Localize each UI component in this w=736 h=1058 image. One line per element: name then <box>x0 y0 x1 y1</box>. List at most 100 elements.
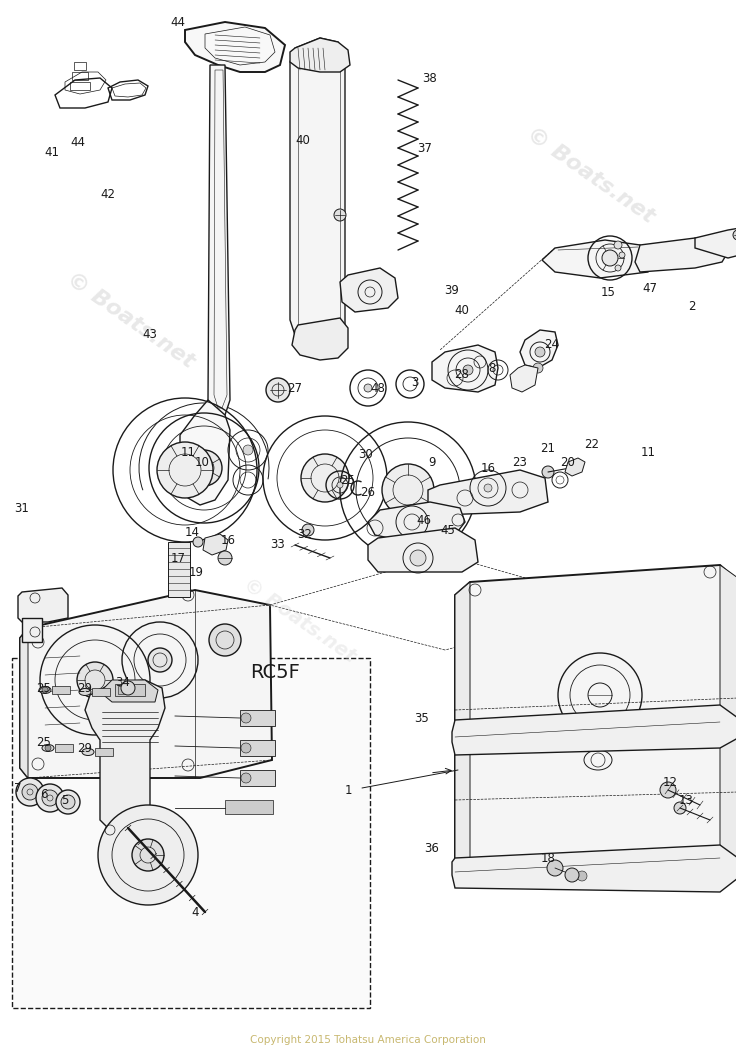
Polygon shape <box>455 565 736 878</box>
Text: 41: 41 <box>44 146 60 160</box>
Polygon shape <box>340 268 398 312</box>
Text: 22: 22 <box>584 438 600 451</box>
Bar <box>240 710 275 726</box>
Circle shape <box>61 795 75 809</box>
Ellipse shape <box>39 687 51 693</box>
Text: 34: 34 <box>116 675 130 689</box>
Text: 8: 8 <box>488 362 495 375</box>
Polygon shape <box>695 229 736 258</box>
Polygon shape <box>452 705 736 755</box>
Text: 20: 20 <box>561 456 576 469</box>
Ellipse shape <box>42 745 54 751</box>
Polygon shape <box>432 345 498 393</box>
Polygon shape <box>455 582 470 878</box>
Text: 21: 21 <box>540 441 556 455</box>
Polygon shape <box>100 680 158 703</box>
Text: 44: 44 <box>71 135 85 148</box>
Text: 19: 19 <box>188 565 203 579</box>
Text: 5: 5 <box>61 794 68 806</box>
Circle shape <box>121 681 135 695</box>
Circle shape <box>674 802 686 814</box>
Bar <box>55 744 73 752</box>
Circle shape <box>615 264 621 271</box>
Text: 48: 48 <box>370 382 386 395</box>
Circle shape <box>337 482 343 488</box>
Polygon shape <box>368 501 465 542</box>
Text: 16: 16 <box>221 533 236 547</box>
Bar <box>70 83 90 90</box>
Bar <box>92 688 110 696</box>
Polygon shape <box>203 534 228 555</box>
Polygon shape <box>22 618 42 642</box>
Text: 46: 46 <box>417 513 431 527</box>
Text: 14: 14 <box>185 526 199 539</box>
Ellipse shape <box>79 689 91 695</box>
Polygon shape <box>290 38 345 345</box>
Circle shape <box>148 647 172 672</box>
Bar <box>240 770 275 786</box>
Circle shape <box>132 839 164 871</box>
Circle shape <box>241 713 251 723</box>
Circle shape <box>660 782 676 798</box>
Text: 13: 13 <box>679 794 693 806</box>
Circle shape <box>577 871 587 881</box>
Circle shape <box>56 790 80 814</box>
Polygon shape <box>180 400 230 505</box>
Polygon shape <box>720 565 736 875</box>
Text: 30: 30 <box>358 449 373 461</box>
Text: 47: 47 <box>643 281 657 294</box>
Circle shape <box>45 745 51 751</box>
Circle shape <box>463 365 473 375</box>
Circle shape <box>22 784 38 800</box>
Polygon shape <box>520 330 558 368</box>
Circle shape <box>16 778 44 806</box>
Polygon shape <box>368 528 478 572</box>
Bar <box>115 685 145 696</box>
Text: 25: 25 <box>37 735 52 748</box>
Bar <box>168 542 190 597</box>
Text: Copyright 2015 Tohatsu America Corporation: Copyright 2015 Tohatsu America Corporati… <box>250 1035 486 1045</box>
Text: 23: 23 <box>512 456 528 469</box>
Bar <box>72 72 88 80</box>
Text: 45: 45 <box>441 524 456 536</box>
Circle shape <box>42 790 58 806</box>
Text: 40: 40 <box>455 304 470 316</box>
Polygon shape <box>565 458 585 476</box>
Text: 1: 1 <box>344 784 352 797</box>
Circle shape <box>186 450 222 486</box>
Circle shape <box>334 209 346 221</box>
Circle shape <box>193 537 203 547</box>
Text: 38: 38 <box>422 72 437 85</box>
Text: 15: 15 <box>601 287 615 299</box>
Text: 9: 9 <box>428 456 436 469</box>
Circle shape <box>614 241 622 249</box>
Text: 3: 3 <box>411 376 419 388</box>
Circle shape <box>266 378 290 402</box>
Polygon shape <box>510 365 538 393</box>
Bar <box>52 686 70 694</box>
Circle shape <box>241 743 251 753</box>
Text: 25: 25 <box>341 474 355 487</box>
Text: 7: 7 <box>14 782 22 795</box>
Circle shape <box>565 868 579 882</box>
Circle shape <box>602 250 618 266</box>
Text: © Boats.net: © Boats.net <box>240 574 360 665</box>
Text: 28: 28 <box>455 367 470 381</box>
Circle shape <box>302 524 314 536</box>
Text: 42: 42 <box>101 188 116 201</box>
Text: © Boats.net: © Boats.net <box>523 124 658 226</box>
Circle shape <box>36 784 64 811</box>
Text: 32: 32 <box>297 528 313 541</box>
Polygon shape <box>185 22 285 72</box>
Circle shape <box>364 384 372 393</box>
Bar <box>118 686 128 694</box>
Polygon shape <box>20 628 28 778</box>
Text: 29: 29 <box>77 681 93 694</box>
Polygon shape <box>290 38 350 72</box>
Polygon shape <box>85 680 165 832</box>
Text: 43: 43 <box>143 328 158 342</box>
Text: 11: 11 <box>640 445 656 458</box>
Text: 40: 40 <box>296 133 311 146</box>
Polygon shape <box>18 588 68 622</box>
Circle shape <box>157 442 213 498</box>
